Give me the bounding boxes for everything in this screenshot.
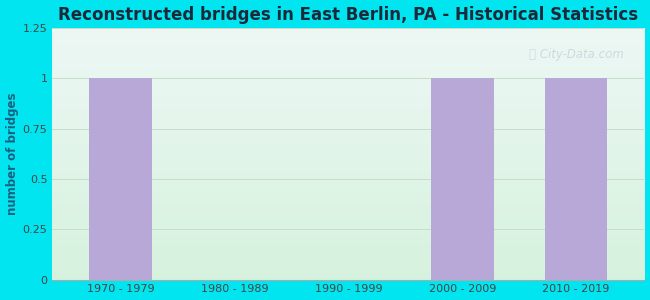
- Bar: [545, 78, 608, 280]
- Y-axis label: number of bridges: number of bridges: [6, 92, 19, 215]
- Title: Reconstructed bridges in East Berlin, PA - Historical Statistics: Reconstructed bridges in East Berlin, PA…: [58, 6, 638, 24]
- Bar: [89, 78, 152, 280]
- Text: ⓘ City-Data.com: ⓘ City-Data.com: [529, 48, 624, 61]
- Bar: [431, 78, 493, 280]
